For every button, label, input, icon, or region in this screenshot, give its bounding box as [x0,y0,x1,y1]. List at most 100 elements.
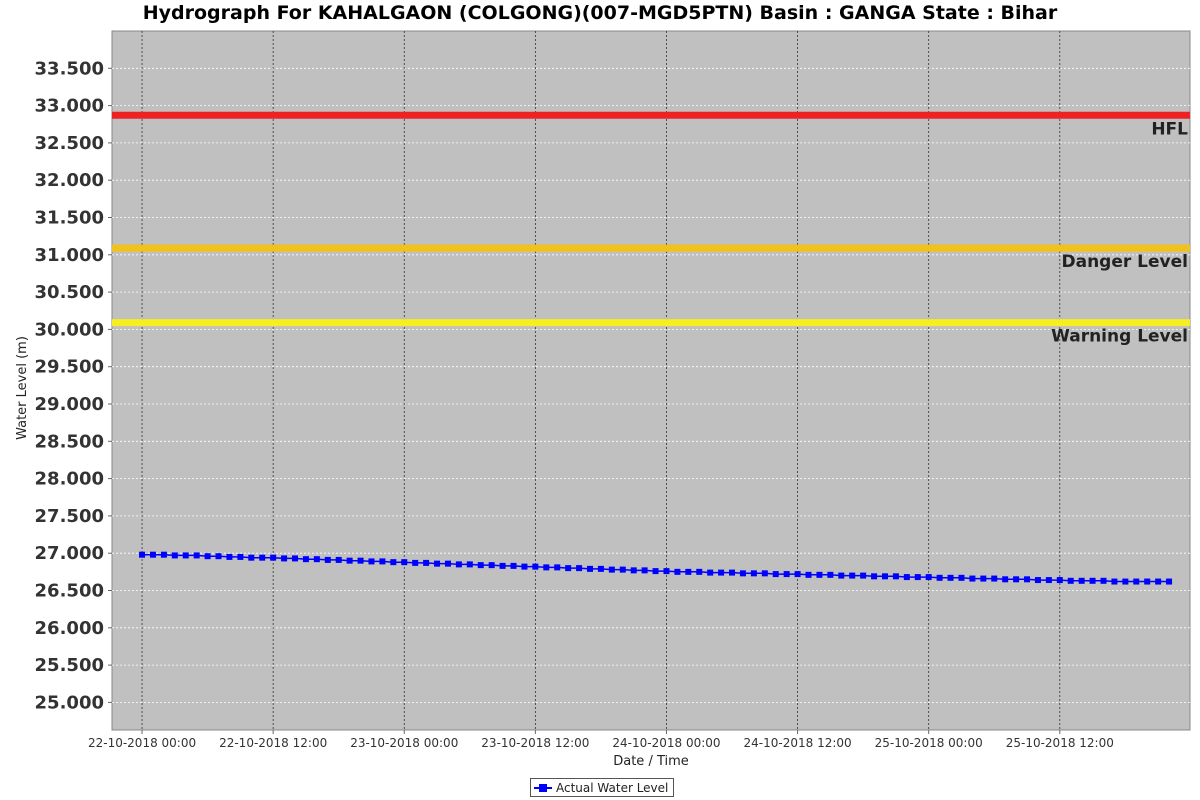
y-tick-label: 27.000 [35,543,104,564]
data-point [281,555,288,562]
data-point [936,574,943,581]
reference-label-hfl: HFL [1151,119,1188,139]
data-point [1089,577,1096,584]
series-actual-water-level [139,551,1173,585]
data-point [729,569,736,576]
y-tick-label: 26.000 [35,618,104,639]
data-point [1144,578,1151,585]
chart-title: Hydrograph For KAHALGAON (COLGONG)(007-M… [142,2,1058,24]
y-tick-label: 30.500 [35,282,104,303]
x-tick-label: 22-10-2018 12:00 [219,736,327,750]
data-point [259,554,266,561]
data-point [586,565,593,572]
x-axis-label: Date / Time [613,754,689,769]
x-tick-label: 24-10-2018 00:00 [612,736,720,750]
y-tick-label: 28.000 [35,469,104,490]
x-tick-label: 24-10-2018 12:00 [744,736,852,750]
y-tick-label: 29.500 [35,357,104,378]
data-point [1045,577,1052,584]
data-point [1024,576,1031,583]
data-point [838,572,845,579]
data-point [1122,578,1129,585]
data-point [663,568,670,575]
data-point [554,564,561,571]
data-point [707,569,714,576]
y-tick-label: 31.500 [35,207,104,228]
data-point [871,573,878,580]
data-point [991,575,998,582]
data-point [412,559,419,566]
data-point [1111,578,1118,585]
data-point [925,574,932,581]
data-point [783,571,790,578]
x-tick-label: 23-10-2018 00:00 [350,736,458,750]
data-point [576,565,583,572]
y-tick-label: 31.000 [35,245,104,266]
data-point [641,567,648,574]
data-point [805,571,812,578]
data-point [532,563,539,570]
data-point [182,552,189,559]
legend-label-actual-water-level: Actual Water Level [556,780,669,795]
data-point [292,555,299,562]
data-point [761,570,768,577]
data-point [335,556,342,563]
x-axis-ticks: 22-10-2018 00:00 22-10-2018 12:00 23-10-20… [88,730,1114,750]
x-tick-label: 22-10-2018 00:00 [88,736,196,750]
y-tick-label: 33.000 [35,96,104,117]
data-point [892,573,899,580]
data-point [149,551,156,558]
data-point [455,561,462,568]
data-point [1078,577,1085,584]
data-point [1002,576,1009,583]
data-point [1056,577,1063,584]
data-point [630,567,637,574]
data-point [357,557,364,564]
y-axis-label: Water Level (m) [15,336,30,440]
data-point [685,568,692,575]
data-point [313,556,320,563]
data-point [237,553,244,560]
vertical-gridlines [141,31,1061,730]
y-axis-ticks: 25.000 25.500 26.000 26.500 27.000 27.500 28.0… [35,58,112,713]
y-tick-label: 25.000 [35,692,104,713]
data-point [488,562,495,569]
data-point [215,553,222,560]
data-point [881,573,888,580]
data-point [969,575,976,582]
legend-square-marker-icon [534,783,552,793]
data-point [139,551,146,558]
y-tick-label: 32.000 [35,170,104,191]
data-point [423,559,430,566]
data-point [816,571,823,578]
data-point [696,568,703,575]
data-point [849,572,856,579]
data-point [794,571,801,578]
data-point [521,563,528,570]
data-point [477,562,484,569]
reference-lines: HFL Danger Level Warning Level [112,111,1190,347]
data-point [1034,577,1041,584]
data-point [193,552,200,559]
y-tick-label: 33.500 [35,58,104,79]
data-point [608,566,615,573]
data-point [860,572,867,579]
data-point [160,551,167,558]
data-point [958,574,965,581]
data-point [750,570,757,577]
y-tick-label: 32.500 [35,133,104,154]
y-tick-label: 30.000 [35,319,104,340]
data-point [379,558,386,565]
data-point [510,562,517,569]
data-point [1133,578,1140,585]
data-point [1155,578,1162,585]
y-tick-label: 29.000 [35,394,104,415]
data-point [619,566,626,573]
data-point [1013,576,1020,583]
data-point [204,553,211,560]
reference-label-danger-level: Danger Level [1062,252,1189,272]
data-point [914,574,921,581]
data-point [674,568,681,575]
data-point [1067,577,1074,584]
